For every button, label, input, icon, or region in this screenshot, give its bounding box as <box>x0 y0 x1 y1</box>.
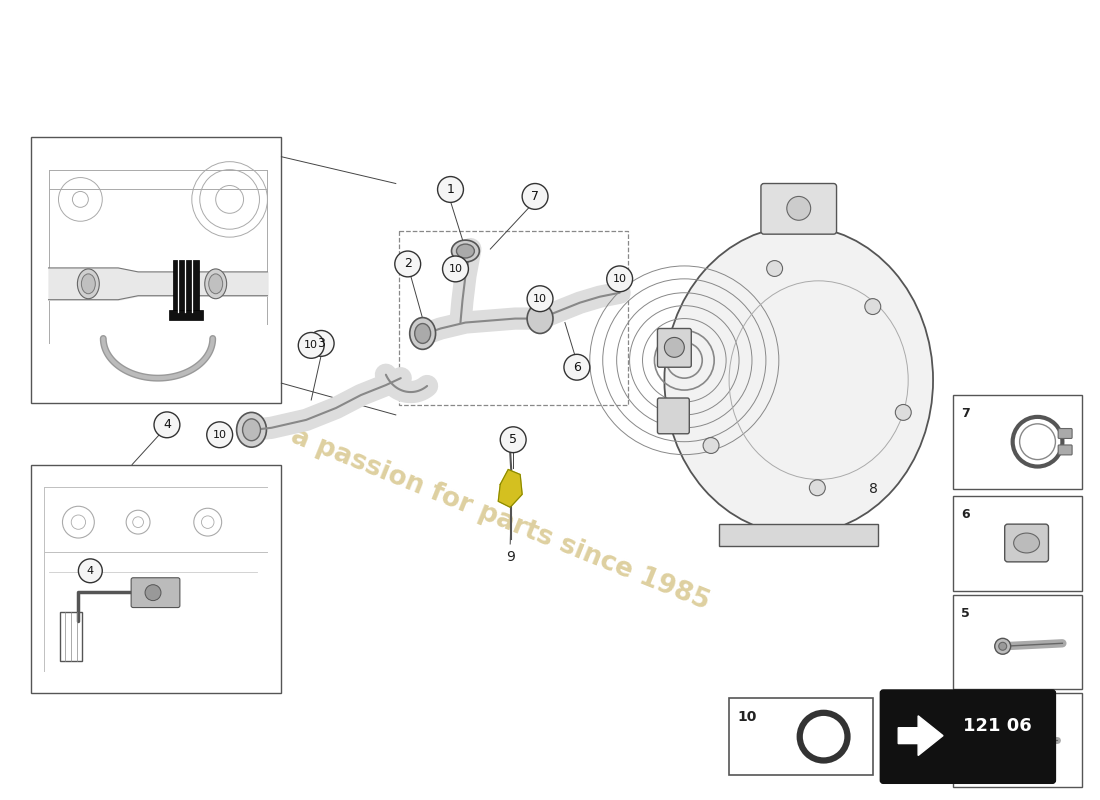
Text: 10: 10 <box>449 264 462 274</box>
Text: 6: 6 <box>573 361 581 374</box>
Ellipse shape <box>236 413 266 447</box>
Text: 4: 4 <box>87 566 94 576</box>
Circle shape <box>442 256 469 282</box>
Text: 7: 7 <box>961 407 970 420</box>
Circle shape <box>438 177 463 202</box>
FancyBboxPatch shape <box>1058 429 1072 438</box>
Circle shape <box>994 638 1011 654</box>
Text: 10: 10 <box>305 340 318 350</box>
Circle shape <box>308 330 334 356</box>
Text: 10: 10 <box>212 430 227 440</box>
FancyBboxPatch shape <box>953 395 1082 490</box>
Text: 7: 7 <box>531 190 539 203</box>
Circle shape <box>664 338 684 358</box>
Circle shape <box>527 286 553 312</box>
Polygon shape <box>899 716 943 755</box>
Circle shape <box>786 197 811 220</box>
Circle shape <box>207 422 232 448</box>
Circle shape <box>607 266 632 292</box>
Text: 5: 5 <box>509 434 517 446</box>
Ellipse shape <box>1013 533 1040 553</box>
Circle shape <box>767 261 782 277</box>
FancyBboxPatch shape <box>173 260 199 312</box>
Text: a passion for parts since 1985: a passion for parts since 1985 <box>287 423 714 615</box>
FancyBboxPatch shape <box>169 310 202 319</box>
Circle shape <box>895 405 911 420</box>
Circle shape <box>703 438 719 454</box>
Text: 2: 2 <box>404 258 411 270</box>
FancyBboxPatch shape <box>729 698 873 775</box>
FancyBboxPatch shape <box>1004 524 1048 562</box>
Ellipse shape <box>409 318 436 350</box>
Circle shape <box>522 183 548 210</box>
Text: 1: 1 <box>447 183 454 196</box>
FancyBboxPatch shape <box>31 137 282 403</box>
Text: 5: 5 <box>961 606 970 619</box>
Text: 4: 4 <box>163 418 170 431</box>
Ellipse shape <box>451 240 480 262</box>
Ellipse shape <box>415 323 430 343</box>
Text: 9: 9 <box>506 550 515 564</box>
Text: 10: 10 <box>534 294 547 304</box>
FancyBboxPatch shape <box>658 398 690 434</box>
Circle shape <box>298 333 324 358</box>
Circle shape <box>395 251 420 277</box>
FancyBboxPatch shape <box>880 690 1055 783</box>
Ellipse shape <box>77 269 99 298</box>
Text: 6: 6 <box>961 508 969 522</box>
Ellipse shape <box>243 419 261 441</box>
Ellipse shape <box>456 244 474 258</box>
FancyBboxPatch shape <box>31 465 282 693</box>
FancyBboxPatch shape <box>953 594 1082 689</box>
Circle shape <box>999 730 1016 749</box>
Ellipse shape <box>205 269 227 298</box>
FancyBboxPatch shape <box>1058 445 1072 455</box>
Text: 121 06: 121 06 <box>964 717 1032 734</box>
FancyBboxPatch shape <box>719 524 878 546</box>
FancyBboxPatch shape <box>761 183 836 234</box>
FancyBboxPatch shape <box>953 496 1082 590</box>
Circle shape <box>78 559 102 582</box>
Polygon shape <box>498 470 522 507</box>
Circle shape <box>154 412 180 438</box>
Circle shape <box>810 480 825 496</box>
Text: 3: 3 <box>317 337 326 350</box>
Text: 10: 10 <box>737 710 757 724</box>
Text: 10: 10 <box>613 274 627 284</box>
Circle shape <box>1003 734 1013 745</box>
FancyBboxPatch shape <box>131 578 180 607</box>
Circle shape <box>564 354 590 380</box>
Text: 4: 4 <box>961 705 970 718</box>
Text: 8: 8 <box>869 482 878 496</box>
Circle shape <box>500 427 526 453</box>
Circle shape <box>145 585 161 601</box>
Ellipse shape <box>527 304 553 334</box>
Circle shape <box>865 298 881 314</box>
Ellipse shape <box>664 226 933 534</box>
FancyBboxPatch shape <box>658 329 691 367</box>
Ellipse shape <box>209 274 222 294</box>
Circle shape <box>999 642 1007 650</box>
FancyBboxPatch shape <box>953 693 1082 787</box>
Ellipse shape <box>81 274 96 294</box>
